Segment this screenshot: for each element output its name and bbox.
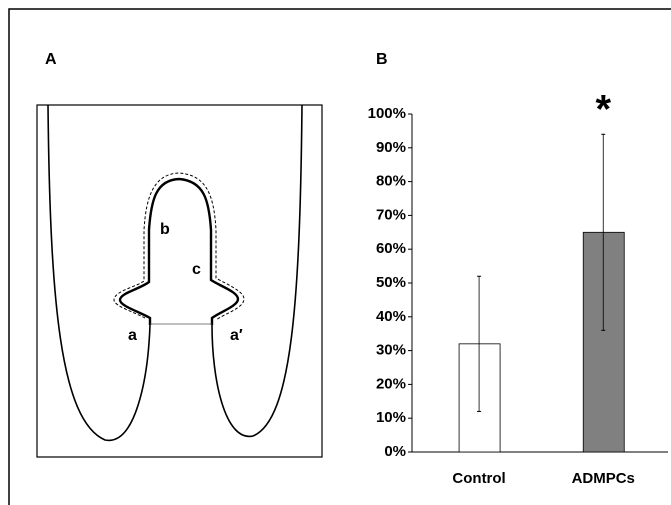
diagram: a b c a′ — [37, 105, 322, 457]
y-tick-label: 70% — [376, 206, 406, 223]
diagram-label: c — [192, 261, 201, 278]
panel-label: B — [376, 51, 388, 68]
diagram-label: b — [160, 221, 170, 238]
y-tick-label: 40% — [376, 308, 406, 325]
panel-label: A — [45, 51, 57, 68]
y-tick-label: 20% — [376, 375, 406, 392]
y-tick-label: 90% — [376, 139, 406, 156]
y-tick-label: 60% — [376, 240, 406, 257]
bar — [583, 232, 624, 452]
y-tick-label: 10% — [376, 409, 406, 426]
annotation: * — [595, 88, 611, 132]
outgrowth-outline — [114, 173, 244, 320]
right-lobe — [212, 105, 302, 436]
y-tick-label: 80% — [376, 173, 406, 190]
y-tick-label: 100% — [368, 105, 406, 122]
diagram-label: a — [128, 327, 137, 344]
outgrowth — [120, 179, 238, 325]
bar — [459, 344, 500, 452]
x-tick-label: Control — [452, 470, 505, 487]
diagram-label: a′ — [230, 327, 243, 344]
left-lobe — [48, 105, 150, 440]
figure-border — [9, 9, 671, 505]
y-tick-label: 30% — [376, 342, 406, 359]
y-tick-label: 0% — [384, 443, 406, 460]
diagram-frame — [37, 105, 322, 457]
y-tick-label: 50% — [376, 274, 406, 291]
figure: A B a b c a′ 0% 10% 20% 30% 40% 50% 60% 70% 80% 9… — [0, 0, 671, 505]
x-tick-label: ADMPCs — [572, 470, 635, 487]
